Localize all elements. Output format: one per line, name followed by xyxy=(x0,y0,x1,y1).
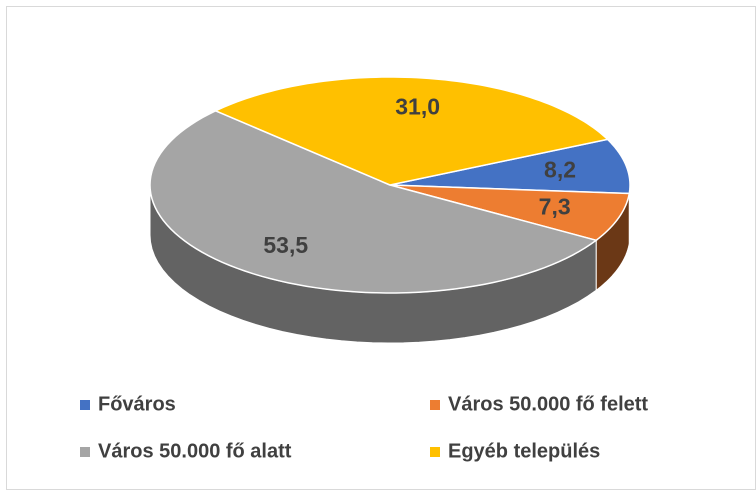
legend-swatch xyxy=(80,447,90,457)
legend-swatch xyxy=(430,400,440,410)
data-label: 31,0 xyxy=(395,93,440,119)
legend-label: Főváros xyxy=(98,393,176,415)
legend-label: Egyéb település xyxy=(448,440,600,462)
slice xyxy=(389,138,631,195)
slice xyxy=(389,184,631,242)
legend-swatch xyxy=(80,400,90,410)
legend-label: Város 50.000 fő alatt xyxy=(98,440,292,462)
slice xyxy=(213,76,610,186)
data-label: 8,2 xyxy=(544,156,576,182)
slice xyxy=(149,109,598,294)
legend-swatch xyxy=(430,447,440,457)
data-label: 53,5 xyxy=(263,232,308,258)
legend-label: Város 50.000 fő felett xyxy=(448,393,648,415)
data-label: 7,3 xyxy=(539,194,571,220)
